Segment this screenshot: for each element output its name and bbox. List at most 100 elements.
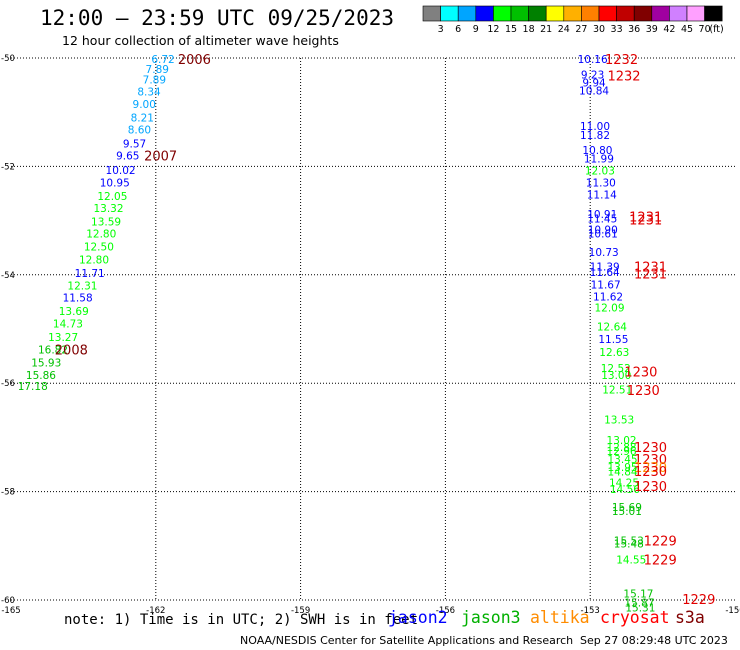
pass-time-annotation: 1232 xyxy=(607,69,640,84)
y-tick-label: -54 xyxy=(1,271,15,281)
wave-height-label: 15.53 xyxy=(614,535,644,547)
color-scale-tick: 21 xyxy=(540,24,552,35)
pass-time-annotation: 1230 xyxy=(627,384,660,399)
wave-height-label: 15.31 xyxy=(625,603,655,615)
legend-altika: altika xyxy=(530,608,590,627)
x-tick-label: -153 xyxy=(581,606,600,616)
wave-height-label: 15.01 xyxy=(612,506,642,518)
legend-s3a: s3a xyxy=(675,608,705,627)
color-scale-tick: 42 xyxy=(663,24,675,35)
wave-height-label: 10.90 xyxy=(588,224,618,236)
pass-time-annotation: 1230 xyxy=(634,465,667,480)
wave-height-label: 9.00 xyxy=(133,99,156,111)
x-tick-label: -150 xyxy=(725,606,740,616)
credit-line: NOAA/NESDIS Center for Satellite Applica… xyxy=(240,634,574,647)
pass-time-annotation: 1231 xyxy=(629,210,662,225)
wave-height-label: 11.00 xyxy=(580,121,610,133)
wave-height-label: 7.89 xyxy=(143,75,166,87)
wave-height-label: 12.80 xyxy=(79,255,109,267)
wave-height-label: 15.48 xyxy=(614,539,644,551)
wave-height-label: 8.60 xyxy=(128,125,151,137)
wave-height-label: 12.31 xyxy=(67,281,97,293)
wave-height-label: 15.69 xyxy=(612,502,642,514)
pass-time-annotation: 1231 xyxy=(629,214,662,229)
pass-time-annotation: 1230 xyxy=(634,441,667,456)
color-scale-tick: 33 xyxy=(611,24,623,35)
wave-height-label: 14.25 xyxy=(609,477,639,489)
wave-height-label: 10.91 xyxy=(587,209,617,221)
generated-timestamp: Sep 27 08:29:48 UTC 2023 xyxy=(580,634,728,647)
chart-subtitle: 12 hour collection of altimeter wave hei… xyxy=(62,33,339,48)
color-scale-tick: 70 xyxy=(699,24,711,35)
pass-time-annotation: 1232 xyxy=(605,53,638,68)
color-scale-tick: 39 xyxy=(646,24,658,35)
color-scale-tick: 6 xyxy=(455,24,461,35)
wave-height-label: 11.71 xyxy=(75,268,105,280)
color-scale-legend: 3 6 9 12 15 18 21 24 27 30 33 36 39 42 45 70(ft) xyxy=(422,5,724,35)
wave-height-label: 12.03 xyxy=(585,166,615,178)
x-tick-label: -162 xyxy=(146,606,165,616)
wave-height-label: 13.95 xyxy=(608,462,638,474)
legend-jason3: jason3 xyxy=(461,608,521,627)
wave-height-label: 11.62 xyxy=(593,291,623,303)
legend-jason2: jason2 xyxy=(388,608,448,627)
wave-height-label: 12.80 xyxy=(86,229,116,241)
wave-height-label: 11.39 xyxy=(590,262,620,274)
color-scale-tick: 24 xyxy=(558,24,570,35)
wave-height-label: 13.00 xyxy=(601,370,631,382)
y-tick-label: -50 xyxy=(1,54,15,64)
legend-cryosat: cryosat xyxy=(600,608,670,627)
chart-title: 12:00 – 23:59 UTC 09/25/2023 xyxy=(40,6,395,30)
wave-height-label: 11.67 xyxy=(591,280,621,292)
y-tick-label: -58 xyxy=(1,488,15,498)
pass-time-annotation: 1230 xyxy=(624,365,657,380)
wave-height-label: 9.57 xyxy=(123,139,146,151)
pass-time-annotation: 1230 xyxy=(634,480,667,495)
wave-height-label: 10.61 xyxy=(588,229,618,241)
x-tick-label: -156 xyxy=(436,606,455,616)
color-swatch xyxy=(704,5,723,22)
wave-height-label: 12.05 xyxy=(97,191,127,203)
wave-height-label: 10.84 xyxy=(579,86,609,98)
pass-time-annotation: 1230 xyxy=(634,453,667,468)
wave-height-label: 10.80 xyxy=(582,145,612,157)
color-scale-tick: 9 xyxy=(473,24,479,35)
x-tick-label: -165 xyxy=(1,606,20,616)
wave-height-label: 11.99 xyxy=(584,153,614,165)
wave-height-label: 8.21 xyxy=(131,113,154,125)
footnote: note: 1) Time is in UTC; 2) SWH is in fe… xyxy=(64,612,419,628)
wave-height-label: 13.69 xyxy=(59,306,89,318)
wave-height-label: 12.51 xyxy=(602,385,632,397)
wave-height-label: 14.84 xyxy=(608,467,638,479)
wave-height-label: 12.09 xyxy=(594,302,624,314)
wave-height-label: 7.89 xyxy=(146,64,169,76)
color-scale-tick: 30 xyxy=(593,24,605,35)
wave-height-label: 12.96 xyxy=(607,446,637,458)
wave-height-label: 13.59 xyxy=(91,217,121,229)
pass-time-annotation: 2007 xyxy=(144,150,177,165)
pass-time-annotation: 1229 xyxy=(682,593,715,608)
wave-height-label: 11.14 xyxy=(587,190,617,202)
wave-height-label: 10.16 xyxy=(578,54,608,66)
wave-height-label: 14.73 xyxy=(53,319,83,331)
x-tick-label: -159 xyxy=(291,606,310,616)
pass-time-annotation: 1231 xyxy=(634,261,667,276)
wave-height-label: 17.18 xyxy=(18,381,48,393)
wave-height-label: 12.50 xyxy=(84,242,114,254)
color-scale-tick: 15 xyxy=(505,24,517,35)
wave-height-label: 12.63 xyxy=(599,347,629,359)
y-tick-label: -60 xyxy=(1,596,15,606)
color-scale-tick: 27 xyxy=(575,24,587,35)
wave-height-label: 15.93 xyxy=(31,358,61,370)
wave-height-label: 9.94 xyxy=(582,77,606,89)
color-scale-tick: 36 xyxy=(628,24,640,35)
y-tick-label: -52 xyxy=(1,162,15,172)
wave-height-label: 10.02 xyxy=(106,165,136,177)
color-scale-unit: (ft) xyxy=(709,24,723,35)
wave-height-label: 8.34 xyxy=(137,87,161,99)
wave-height-label: 11.82 xyxy=(580,130,610,142)
color-scale-tick: 12 xyxy=(487,24,499,35)
pass-time-annotation: 2006 xyxy=(178,53,211,68)
